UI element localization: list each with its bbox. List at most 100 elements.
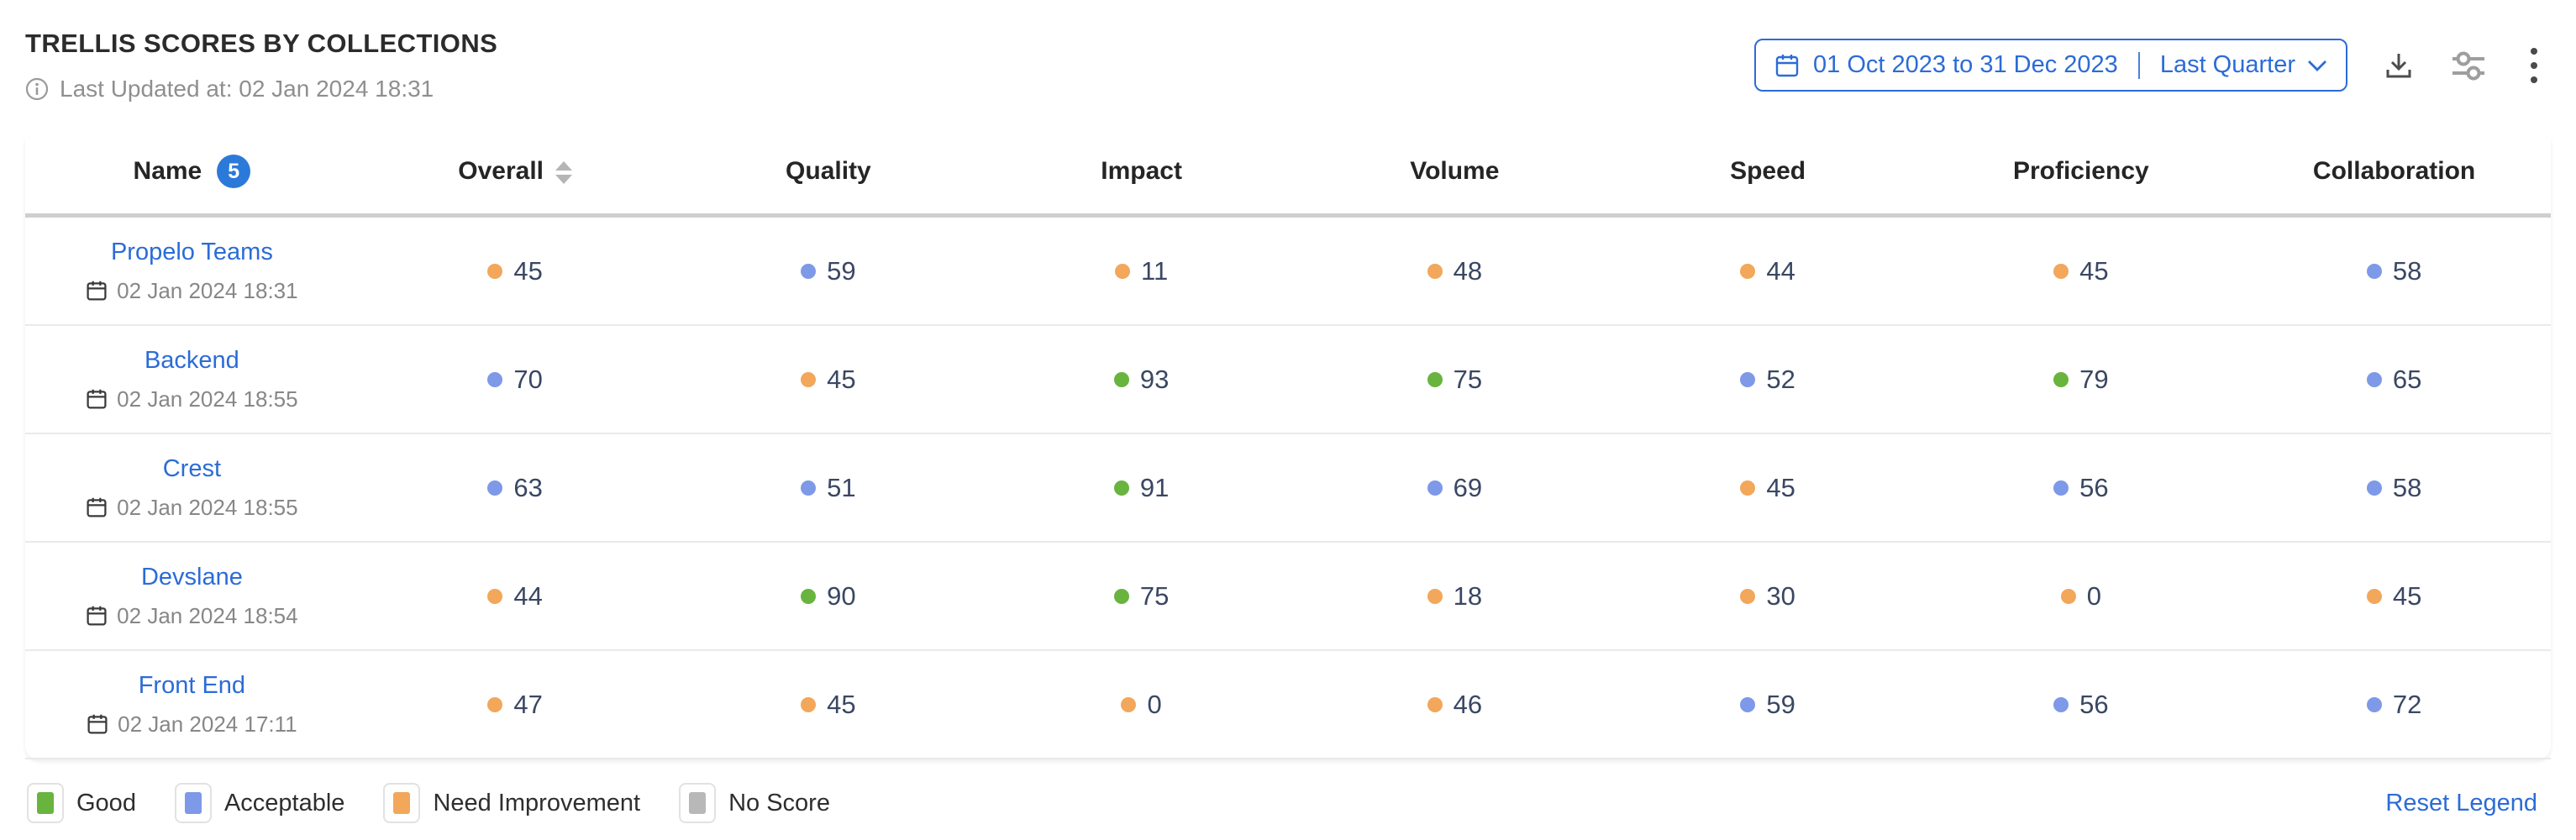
column-header-speed: Speed <box>1611 138 1925 218</box>
score-value: 11 <box>1141 255 1169 286</box>
score-cell: 56 <box>1924 433 2238 543</box>
collection-link[interactable]: Front End <box>138 671 246 699</box>
score-value: 30 <box>1766 580 1795 611</box>
score-dot <box>801 696 817 712</box>
column-header-label: Name <box>133 157 202 185</box>
sliders-filter-icon <box>2450 49 2487 82</box>
legend-item-need-improvement[interactable]: Need Improvement <box>383 783 640 823</box>
chevron-down-icon <box>2307 59 2327 72</box>
calendar-icon <box>86 280 108 302</box>
score-dot <box>2366 696 2382 712</box>
score-dot <box>801 371 817 387</box>
score-value: 69 <box>1453 472 1483 502</box>
score-value: 18 <box>1453 580 1483 611</box>
score-dot <box>1427 263 1443 279</box>
score-dot <box>2366 263 2382 279</box>
kebab-menu-icon <box>2531 61 2537 69</box>
score-value: 45 <box>827 364 856 394</box>
filter-button[interactable] <box>2450 49 2487 82</box>
row-date-line: 02 Jan 2024 18:55 <box>25 495 359 521</box>
name-cell: Backend 02 Jan 2024 18:55 <box>25 325 359 434</box>
sort-arrows-icon[interactable] <box>555 160 573 184</box>
widget-header: TRELLIS SCORES BY COLLECTIONS Last Updat… <box>25 29 2551 102</box>
name-cell: Devslane 02 Jan 2024 18:54 <box>25 542 359 651</box>
score-value: 0 <box>2086 580 2101 611</box>
score-value: 91 <box>1139 472 1170 502</box>
score-value: 45 <box>827 689 856 719</box>
score-cell: 91 <box>985 433 1298 543</box>
column-header-volume: Volume <box>1297 138 1611 218</box>
download-button[interactable] <box>2383 50 2415 81</box>
row-date: 02 Jan 2024 17:11 <box>118 711 297 737</box>
collection-link[interactable]: Crest <box>162 454 222 482</box>
score-value: 70 <box>513 364 543 394</box>
column-header-overall[interactable]: Overall <box>358 138 672 218</box>
score-cell: 93 <box>985 325 1298 434</box>
score-value: 45 <box>513 255 543 286</box>
score-dot <box>1427 371 1443 387</box>
score-dot <box>1740 696 1756 712</box>
collection-link[interactable]: Devslane <box>140 563 243 591</box>
score-value: 46 <box>1453 689 1483 719</box>
score-cell: 59 <box>671 215 986 326</box>
legend-label: Acceptable <box>223 789 345 816</box>
row-date: 02 Jan 2024 18:31 <box>117 277 298 303</box>
score-dot <box>2366 371 2382 387</box>
column-header-quality: Quality <box>671 138 986 218</box>
score-cell: 45 <box>358 215 672 326</box>
legend-bar: Good Acceptable Need Improvement No Scor… <box>25 759 2551 823</box>
score-cell: 69 <box>1297 433 1611 543</box>
collection-link[interactable]: Propelo Teams <box>110 238 273 265</box>
widget-title: TRELLIS SCORES BY COLLECTIONS <box>25 29 498 58</box>
score-cell: 75 <box>1297 325 1611 434</box>
last-updated: Last Updated at: 02 Jan 2024 18:31 <box>25 76 497 102</box>
score-value: 45 <box>2392 580 2422 611</box>
score-value: 75 <box>1453 364 1483 394</box>
score-dot <box>487 480 503 496</box>
score-cell: 58 <box>2237 433 2551 543</box>
score-dot <box>2366 480 2382 496</box>
score-dot <box>1427 480 1443 496</box>
scores-table: Name 5 Overall Quality Impact Volume Spe… <box>25 138 2551 759</box>
score-value: 59 <box>827 255 856 286</box>
legend-item-no-score[interactable]: No Score <box>679 783 830 823</box>
score-dot <box>487 263 503 279</box>
score-value: 65 <box>2392 364 2422 394</box>
legend-item-acceptable[interactable]: Acceptable <box>174 783 345 823</box>
calendar-icon <box>1774 53 1800 78</box>
date-range-picker[interactable]: 01 Oct 2023 to 31 Dec 2023 Last Quarter <box>1754 39 2347 92</box>
table-row: Devslane 02 Jan 2024 18:54 44 90 <box>25 542 2551 651</box>
row-date-line: 02 Jan 2024 18:54 <box>25 603 359 629</box>
date-preset-dropdown[interactable]: Last Quarter <box>2160 51 2327 79</box>
score-cell: 59 <box>1611 650 1925 759</box>
reset-legend-link[interactable]: Reset Legend <box>2385 789 2537 816</box>
score-cell: 65 <box>2237 325 2551 434</box>
score-value: 44 <box>1766 255 1795 286</box>
score-dot <box>1740 480 1756 496</box>
legend-label: Need Improvement <box>433 789 641 816</box>
legend-swatch-good <box>27 783 64 823</box>
score-cell: 63 <box>358 433 672 543</box>
column-header-name: Name 5 <box>25 138 359 218</box>
calendar-icon <box>86 388 108 410</box>
score-cell: 90 <box>671 542 986 651</box>
title-block: TRELLIS SCORES BY COLLECTIONS Last Updat… <box>25 29 497 102</box>
score-dot <box>1740 588 1756 604</box>
last-updated-text: Last Updated at: 02 Jan 2024 18:31 <box>60 76 434 102</box>
column-header-collaboration: Collaboration <box>2237 138 2551 218</box>
kebab-menu-button[interactable] <box>2522 45 2546 87</box>
table-row: Backend 02 Jan 2024 18:55 70 45 <box>25 325 2551 434</box>
legend-item-good[interactable]: Good <box>27 783 136 823</box>
score-dot <box>2053 696 2069 712</box>
name-cell: Crest 02 Jan 2024 18:55 <box>25 433 359 543</box>
row-date: 02 Jan 2024 18:54 <box>117 602 298 628</box>
score-dot <box>1121 696 1137 712</box>
row-date: 02 Jan 2024 18:55 <box>117 494 298 520</box>
score-dot <box>1740 263 1756 279</box>
date-picker-divider <box>2137 51 2140 79</box>
score-cell: 44 <box>1611 215 1925 326</box>
legend-swatch-acceptable <box>174 783 212 823</box>
collection-link[interactable]: Backend <box>144 346 239 374</box>
score-value: 0 <box>1147 689 1162 719</box>
